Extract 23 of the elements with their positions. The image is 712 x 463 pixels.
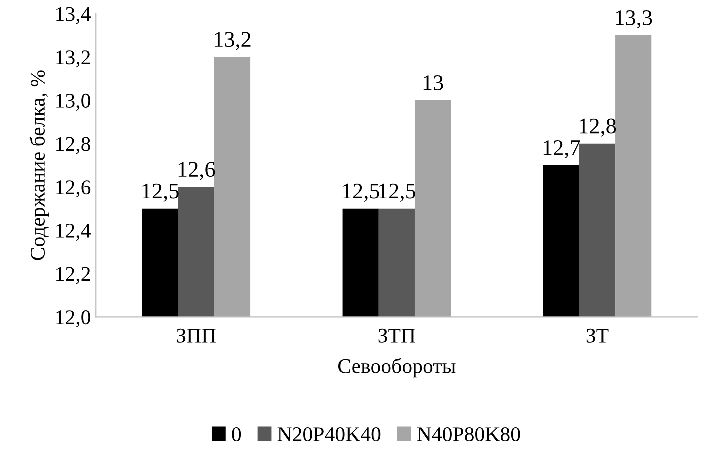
y-tick-label: 12,4 <box>56 224 91 241</box>
data-label: 13,2 <box>215 32 251 50</box>
y-tick-label: 12,6 <box>56 180 91 198</box>
x-tick-label: ЗТП <box>378 328 416 343</box>
y-tick-label: 13,2 <box>56 50 90 68</box>
data-label: 12,5 <box>379 184 416 202</box>
legend-label: N20P40K40 <box>278 427 381 442</box>
x-tick-label: ЗПП <box>177 328 216 343</box>
x-axis-title: Севообороты <box>338 358 456 378</box>
data-label: 12,8 <box>580 118 616 137</box>
y-tick-label: 13,4 <box>56 7 91 24</box>
data-label: 12,6 <box>178 162 216 180</box>
y-tick-label: 12,8 <box>56 137 90 154</box>
data-label: 13,3 <box>616 10 652 29</box>
y-axis-title: Содержание белка, % <box>30 70 50 260</box>
y-tick-label: 13,0 <box>56 94 90 111</box>
y-tick-label: 12,2 <box>56 267 90 284</box>
data-label: 12,5 <box>343 184 380 202</box>
legend-label: 0 <box>232 427 242 442</box>
y-tick-label: 12,0 <box>56 310 90 328</box>
data-label: 13 <box>424 76 444 90</box>
legend-label: N40P80K80 <box>417 427 520 442</box>
x-tick-label: ЗТ <box>586 328 609 343</box>
